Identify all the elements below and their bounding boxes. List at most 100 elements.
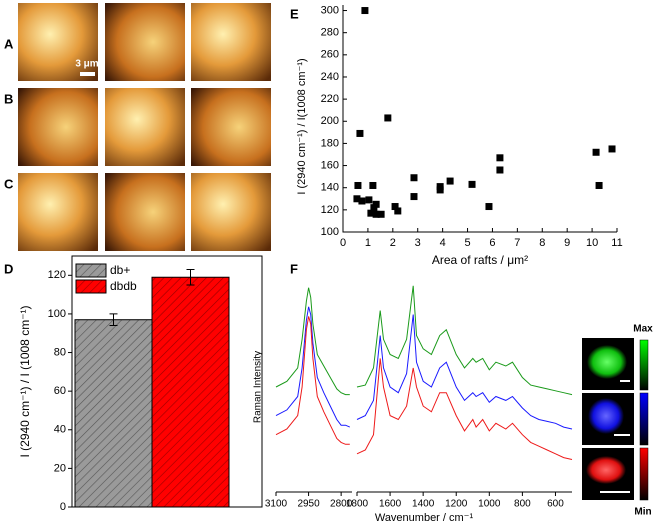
data-point — [436, 186, 444, 194]
legend-swatch — [75, 263, 107, 278]
bar — [151, 276, 230, 508]
spectrum-line — [356, 358, 573, 460]
y-tick-label: 120 — [48, 269, 66, 281]
y-tick-label: 140 — [321, 182, 339, 194]
colorbar-max: Max — [633, 324, 653, 335]
data-point — [446, 177, 454, 185]
micrograph — [105, 173, 185, 251]
micrograph — [191, 173, 271, 251]
colorbar — [639, 339, 649, 391]
data-point — [358, 197, 366, 205]
scale-bar — [614, 434, 630, 436]
data-point — [391, 203, 399, 211]
y-tick-label: 280 — [321, 27, 339, 39]
x-tick-label: 800 — [514, 499, 531, 510]
y-tick-label: 60 — [54, 385, 66, 397]
map-blob — [588, 398, 624, 434]
data-point — [496, 154, 504, 162]
error-bar — [109, 313, 118, 327]
y-tick-label: 40 — [54, 424, 66, 436]
x-tick-label: 5 — [464, 237, 470, 249]
y-tick-label: 180 — [321, 137, 339, 149]
x-tick-label: 1800 — [346, 499, 369, 510]
y-tick-label: 200 — [321, 115, 339, 127]
x-tick-label: 11 — [611, 237, 622, 249]
spectrum-line — [356, 285, 573, 396]
x-tick-label: 4 — [440, 237, 446, 249]
spectrum-line — [275, 316, 350, 445]
spectrum-line — [275, 287, 350, 396]
data-point — [377, 210, 385, 218]
data-point — [394, 207, 402, 215]
x-tick-label: 1000 — [478, 499, 501, 510]
legend-label: db+ — [110, 263, 130, 277]
data-point — [410, 174, 418, 182]
y-axis-label: I (2940 cm⁻¹) / I (1008 cm⁻¹) — [18, 305, 32, 457]
scale-bar — [620, 380, 630, 382]
scale-bar — [600, 491, 630, 493]
legend-swatch — [75, 279, 107, 294]
y-tick-label: 100 — [48, 308, 66, 320]
x-tick-label: 2950 — [297, 499, 320, 510]
x-tick-label: 7 — [514, 237, 520, 249]
panel-label: A — [4, 36, 14, 51]
x-axis-label: Wavenumber / cm⁻¹ — [375, 512, 474, 524]
data-point — [356, 129, 364, 137]
error-bar — [186, 269, 195, 286]
x-tick-label: 1600 — [379, 499, 402, 510]
x-tick-label: 10 — [586, 237, 598, 249]
raman-maps: Max Min — [582, 324, 653, 518]
y-axis-label: Raman Intensity — [253, 351, 264, 423]
panel-label: C — [4, 176, 14, 191]
spectrum-line — [356, 314, 573, 430]
axes — [342, 5, 617, 233]
y-tick-label: 100 — [321, 226, 339, 238]
micrograph — [105, 88, 185, 166]
y-tick-label: 160 — [321, 159, 339, 171]
colorbar-min: Min — [634, 507, 651, 518]
y-tick-label: 220 — [321, 93, 339, 105]
bar — [74, 319, 153, 508]
micrograph — [18, 88, 98, 166]
x-tick-label: 3100 — [265, 499, 288, 510]
scale-bar — [80, 72, 95, 76]
x-tick-label: 1400 — [412, 499, 435, 510]
x-tick-label: 2 — [390, 237, 396, 249]
micrograph — [191, 88, 271, 166]
micrograph — [18, 3, 98, 81]
data-point — [468, 180, 476, 188]
map-blob — [587, 345, 627, 379]
y-tick-label: 300 — [321, 4, 339, 16]
x-tick-label: 600 — [547, 499, 564, 510]
data-point — [365, 196, 373, 204]
scale-bar-label: 3 μm — [75, 59, 98, 70]
y-tick-label: 120 — [321, 204, 339, 216]
map-blob — [586, 456, 626, 484]
x-tick-label: 9 — [564, 237, 570, 249]
data-point — [354, 181, 362, 189]
data-point — [592, 148, 600, 156]
x-tick-label: 3 — [415, 237, 421, 249]
colorbar — [639, 392, 649, 446]
colorbar — [639, 447, 649, 501]
y-tick-label: 240 — [321, 71, 339, 83]
x-tick-label: 2800 — [330, 499, 353, 510]
legend-label: dbdb — [110, 279, 137, 293]
y-axis-label: I (2940 cm⁻¹) / I(1008 cm⁻¹) — [296, 58, 308, 194]
micrograph — [18, 173, 98, 251]
data-point — [608, 145, 616, 153]
y-tick-label: 80 — [54, 346, 66, 358]
data-point — [496, 166, 504, 174]
data-point — [410, 193, 418, 201]
micrograph — [105, 3, 185, 81]
x-tick-label: 6 — [489, 237, 495, 249]
data-point — [369, 181, 377, 189]
panel-label: F — [290, 261, 298, 276]
x-tick-label: 1200 — [445, 499, 468, 510]
micrograph — [191, 3, 271, 81]
y-tick-label: 20 — [54, 462, 66, 474]
panel-label: D — [4, 261, 13, 276]
data-point — [372, 210, 380, 218]
data-point — [485, 203, 493, 211]
